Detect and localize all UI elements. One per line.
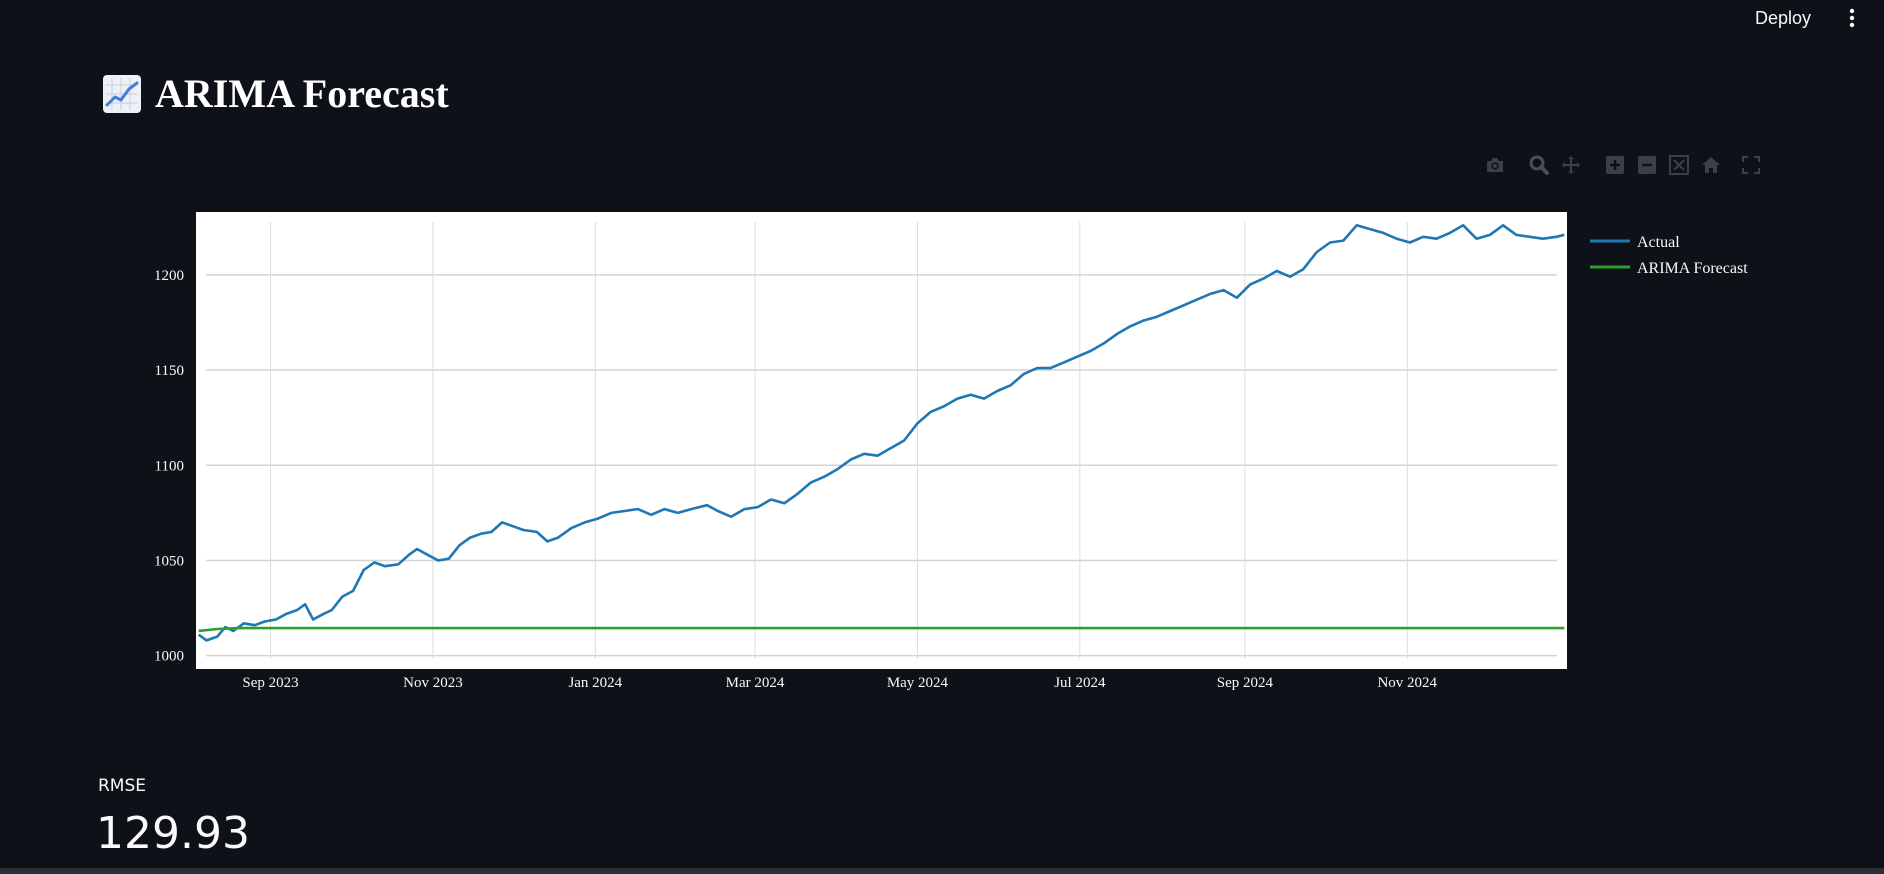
x-tick-label: Jul 2024 [1054,675,1106,691]
deploy-button[interactable]: Deploy [1747,6,1819,30]
x-tick-label: Sep 2024 [1217,675,1274,691]
arima-chart[interactable]: ARIMA Forecast vs Actual 1000 1050 1100 115… [0,140,1884,740]
zoom-in-icon[interactable] [1602,152,1628,178]
metric-label: RMSE [98,776,147,796]
x-axis-label: Date [862,704,900,726]
series-line-actual[interactable] [197,224,1565,642]
chart-increasing-icon [103,74,141,113]
x-tick-label: Nov 2024 [1377,675,1437,691]
legend-entry[interactable]: ARIMA Forecast [1637,260,1748,277]
y-tick-label: 1000 [154,649,184,665]
zoom-icon[interactable] [1526,152,1552,178]
y-tick-label: 1150 [155,363,184,379]
metric-value: 129.93 [96,808,250,859]
chart-title: ARIMA Forecast vs Actual [947,149,1246,178]
page-title-text: ARIMA Forecast [155,71,449,116]
x-tick-label: Mar 2024 [726,675,785,691]
kebab-menu-icon[interactable] [1840,6,1864,30]
x-tick-label: Sep 2023 [242,675,298,691]
x-tick-label: Nov 2023 [403,675,463,691]
y-tick-label: 1050 [154,553,184,569]
camera-icon[interactable] [1482,152,1508,178]
reset-axes-icon[interactable] [1698,152,1724,178]
top-bar: Deploy [0,0,1884,36]
fullscreen-icon[interactable] [1738,152,1764,178]
x-tick-label: Jan 2024 [568,675,622,691]
plot-background [196,212,1567,669]
y-tick-label: 1200 [154,268,184,284]
autoscale-icon[interactable] [1666,152,1692,178]
y-axis-label: Price [116,419,138,460]
pan-icon[interactable] [1558,152,1584,178]
x-tick-label: May 2024 [887,675,949,691]
y-tick-label: 1100 [155,458,184,474]
series-line-arima-forecast[interactable] [198,626,1565,633]
bottom-strip [0,868,1884,874]
zoom-out-icon[interactable] [1634,152,1660,178]
page-title: ARIMA Forecast [103,70,449,117]
legend-entry[interactable]: Actual [1637,234,1680,251]
